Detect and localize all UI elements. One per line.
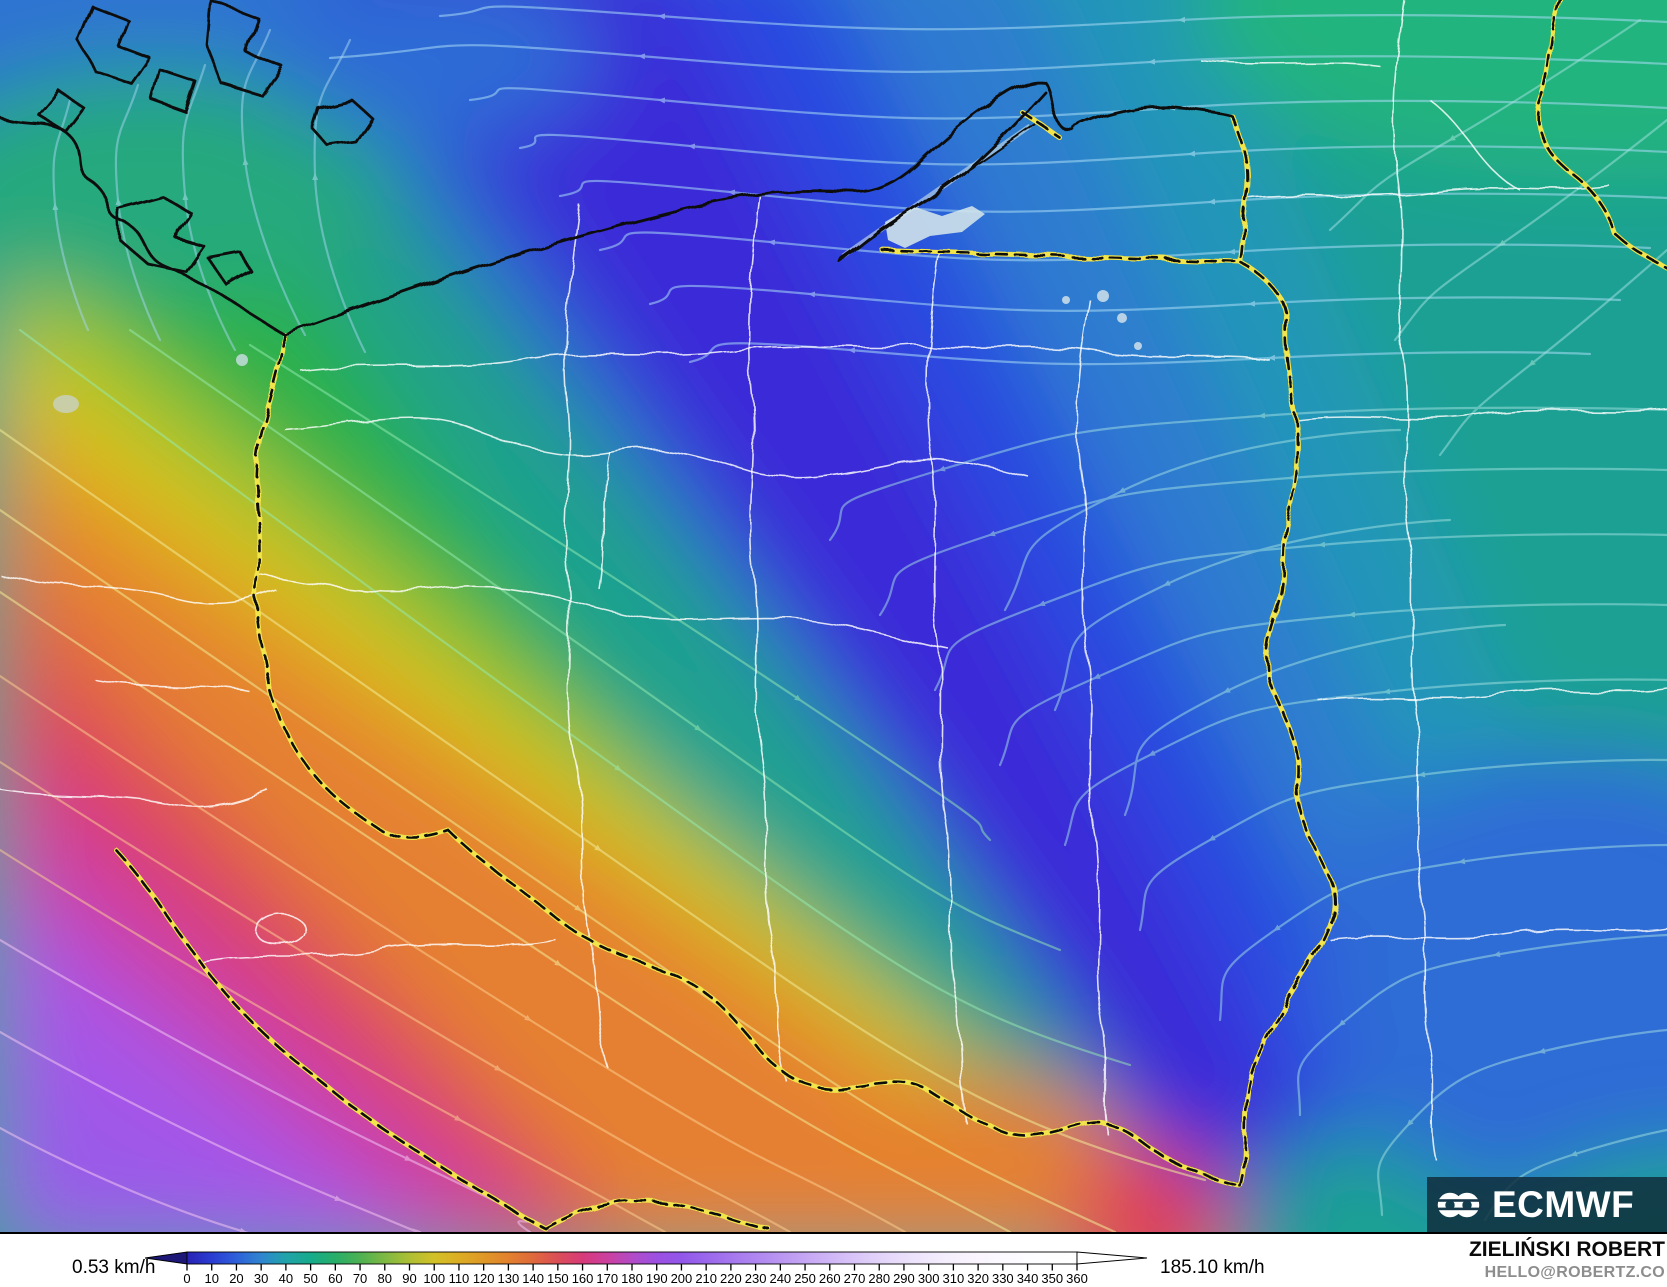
svg-text:70: 70 <box>353 1271 367 1286</box>
wind-streamlines <box>0 5 1667 1232</box>
coastlines <box>0 0 1234 337</box>
svg-text:140: 140 <box>522 1271 544 1286</box>
svg-text:340: 340 <box>1017 1271 1039 1286</box>
svg-text:20: 20 <box>229 1271 243 1286</box>
ecmwf-logo-icon <box>1437 1192 1483 1217</box>
svg-text:120: 120 <box>473 1271 495 1286</box>
wind-speed-field <box>0 0 1667 1232</box>
credit-contact: HELLO@ROBERTZ.CO <box>1484 1264 1665 1281</box>
svg-text:170: 170 <box>596 1271 618 1286</box>
svg-text:60: 60 <box>328 1271 342 1286</box>
svg-text:180: 180 <box>621 1271 643 1286</box>
svg-text:290: 290 <box>893 1271 915 1286</box>
svg-text:30: 30 <box>254 1271 268 1286</box>
svg-text:240: 240 <box>769 1271 791 1286</box>
svg-text:90: 90 <box>402 1271 416 1286</box>
svg-text:310: 310 <box>943 1271 965 1286</box>
map-canvas <box>0 0 1667 1232</box>
svg-text:230: 230 <box>745 1271 767 1286</box>
ecmwf-logo-text: ECMWF <box>1492 1184 1635 1225</box>
svg-text:190: 190 <box>646 1271 668 1286</box>
credit-author: ZIELIŃSKI ROBERT <box>1468 1238 1665 1261</box>
svg-text:360: 360 <box>1066 1271 1088 1286</box>
svg-text:320: 320 <box>967 1271 989 1286</box>
svg-text:350: 350 <box>1041 1271 1063 1286</box>
svg-text:200: 200 <box>671 1271 693 1286</box>
svg-text:50: 50 <box>303 1271 317 1286</box>
svg-text:0: 0 <box>183 1271 190 1286</box>
color-scale: 0 10 20 30 40 50 60 70 80 90 100 110 120 130 140 150 160… <box>145 1251 1148 1286</box>
svg-text:280: 280 <box>868 1271 890 1286</box>
svg-text:40: 40 <box>279 1271 293 1286</box>
svg-text:270: 270 <box>844 1271 866 1286</box>
svg-text:220: 220 <box>720 1271 742 1286</box>
svg-text:210: 210 <box>695 1271 717 1286</box>
svg-text:260: 260 <box>819 1271 841 1286</box>
admin-borders <box>0 0 1667 1161</box>
legend-max-label: 185.10 km/h <box>1160 1257 1265 1278</box>
svg-text:100: 100 <box>423 1271 445 1286</box>
svg-text:250: 250 <box>794 1271 816 1286</box>
svg-text:330: 330 <box>992 1271 1014 1286</box>
legend-min-label: 0.53 km/h <box>72 1257 156 1278</box>
svg-text:80: 80 <box>378 1271 392 1286</box>
svg-text:150: 150 <box>547 1271 569 1286</box>
svg-text:300: 300 <box>918 1271 940 1286</box>
svg-text:10: 10 <box>204 1271 218 1286</box>
wind-speed-map <box>0 0 1667 1232</box>
svg-text:130: 130 <box>498 1271 520 1286</box>
svg-text:110: 110 <box>449 1271 470 1286</box>
svg-text:160: 160 <box>572 1271 594 1286</box>
ecmwf-logo-plate: ECMWF <box>1427 1177 1667 1232</box>
